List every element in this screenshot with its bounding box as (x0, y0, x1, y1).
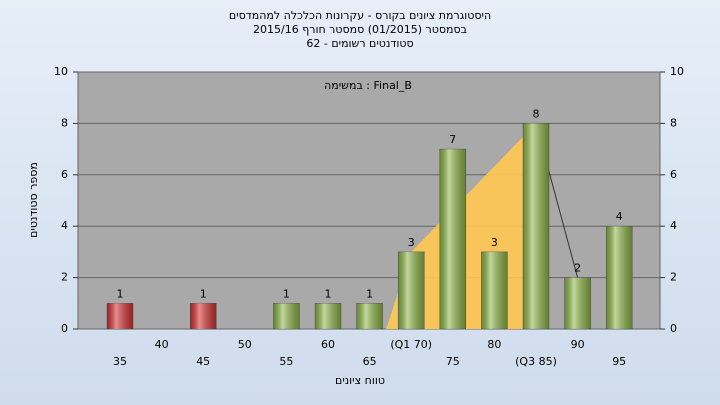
data-label: 8 (533, 107, 540, 120)
x-tick-label: 90 (571, 338, 585, 351)
bar-shine (356, 303, 383, 329)
x-tick-label: 80 (487, 338, 501, 351)
data-label: 7 (449, 133, 456, 146)
data-label: 1 (117, 287, 124, 300)
x-tick-label: (Q1 70) (390, 338, 432, 351)
y-tick-label: 10 (670, 65, 684, 78)
data-label: 1 (325, 287, 332, 300)
x-tick-label: 45 (196, 355, 210, 368)
x-tick-label: 55 (279, 355, 293, 368)
bar-shine (606, 226, 633, 329)
x-tick-label: (Q3 85) (515, 355, 557, 368)
bar-shine (564, 277, 591, 329)
data-label: 3 (491, 236, 498, 249)
bar-shine (481, 251, 508, 329)
data-label: 4 (616, 210, 623, 223)
y-tick-label: 4 (670, 219, 677, 232)
bar-shine (190, 303, 217, 329)
annotation: במשימה : Final_B (324, 79, 412, 92)
bar-shine (315, 303, 341, 329)
x-tick-label: 40 (155, 338, 169, 351)
bar-shine (398, 251, 425, 329)
y-tick-label: 8 (670, 116, 677, 129)
x-tick-label: 60 (321, 338, 335, 351)
chart-subtitle: סטודנטים רשומים - 62 (306, 37, 413, 50)
data-label: 1 (200, 287, 207, 300)
y-tick-label: 10 (54, 65, 68, 78)
x-tick-label: 95 (612, 355, 626, 368)
y-tick-label: 6 (61, 168, 68, 181)
x-tick-label: 50 (238, 338, 252, 351)
x-axis-label: טווח ציונים (335, 374, 385, 387)
y-tick-label: 2 (670, 271, 677, 284)
data-label: 1 (366, 287, 373, 300)
x-tick-label: 65 (363, 355, 377, 368)
bar-shine (439, 149, 466, 329)
y-tick-label: 2 (61, 271, 68, 284)
y-axis-label: מספר סטודנטים (27, 162, 40, 238)
y-tick-label: 8 (61, 116, 68, 129)
bar-shine (273, 303, 300, 329)
data-label: 3 (408, 236, 415, 249)
x-tick-label: 35 (113, 355, 127, 368)
x-tick-label: 75 (446, 355, 460, 368)
y-tick-label: 4 (61, 219, 68, 232)
y-tick-label: 0 (61, 322, 68, 335)
data-label: 2 (574, 262, 581, 275)
y-tick-label: 6 (670, 168, 677, 181)
plot-area (77, 71, 661, 330)
data-label: 1 (283, 287, 290, 300)
chart-title: היסטוגרמת ציונים בקורס - עקרונות הכלכלה … (229, 9, 491, 22)
y-tick-label: 0 (670, 322, 677, 335)
bar-shine (107, 303, 133, 329)
chart-subtitle: בסמסטר (01/2015) סמסטר חורף 2015/16 (253, 23, 467, 36)
bar-shine (523, 123, 549, 330)
